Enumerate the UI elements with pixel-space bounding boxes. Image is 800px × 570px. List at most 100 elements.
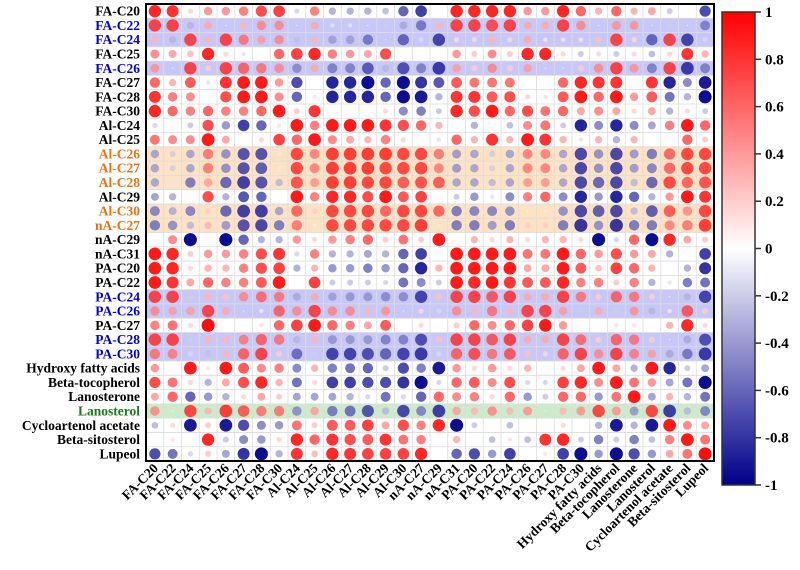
correlation-circle [238, 419, 250, 431]
correlation-circle [523, 64, 532, 73]
correlation-circle [592, 76, 605, 89]
correlation-circle [148, 290, 162, 303]
correlation-circle [309, 434, 320, 445]
correlation-circle [187, 250, 194, 257]
correlation-circle [557, 220, 569, 231]
correlation-circle [256, 405, 267, 417]
y-tick-label: Lanosterone [68, 389, 140, 404]
correlation-circle [592, 233, 606, 247]
correlation-circle [628, 263, 640, 274]
correlation-circle [167, 105, 178, 117]
correlation-circle [331, 110, 333, 112]
correlation-circle [380, 77, 391, 88]
correlation-circle [663, 418, 676, 432]
correlation-circle [152, 122, 158, 128]
correlation-circle [328, 235, 337, 244]
correlation-circle [166, 333, 179, 346]
correlation-circle [450, 261, 463, 275]
correlation-circle [648, 193, 656, 201]
correlation-circle [343, 119, 357, 132]
correlation-circle [385, 39, 387, 41]
correlation-circle [204, 378, 212, 387]
correlation-circle [506, 407, 514, 415]
correlation-circle [629, 377, 640, 388]
correlation-circle [420, 53, 422, 55]
correlation-circle [237, 204, 250, 218]
correlation-circle [490, 194, 495, 199]
correlation-circle [185, 391, 196, 402]
correlation-circle [487, 363, 497, 373]
correlation-circle [574, 147, 588, 161]
correlation-circle [312, 237, 318, 243]
correlation-circle [698, 447, 712, 461]
correlation-circle [148, 90, 161, 103]
correlation-circle [468, 261, 481, 275]
correlation-circle [681, 147, 694, 161]
correlation-circle [681, 33, 694, 46]
correlation-circle [432, 361, 446, 375]
correlation-circle [681, 176, 693, 189]
correlation-circle [343, 204, 357, 218]
y-tick-label: Al-C28 [99, 175, 140, 190]
correlation-circle [523, 264, 532, 273]
correlation-circle [542, 393, 549, 400]
correlation-circle [683, 235, 692, 244]
correlation-circle [416, 277, 426, 287]
correlation-circle [257, 435, 266, 444]
colorbar-tick-label: -1 [765, 478, 778, 494]
correlation-circle [471, 37, 477, 43]
correlation-circle [609, 447, 623, 461]
correlation-circle [149, 448, 161, 460]
correlation-circle [504, 91, 516, 103]
correlation-circle [504, 448, 516, 460]
correlation-circle [578, 137, 583, 142]
correlation-circle [415, 76, 428, 89]
correlation-circle [503, 276, 516, 289]
correlation-circle [418, 37, 424, 43]
correlation-circle [328, 35, 337, 44]
correlation-circle [450, 90, 463, 103]
correlation-circle [314, 81, 316, 84]
correlation-circle [613, 279, 620, 286]
correlation-circle [343, 176, 357, 189]
correlation-circle [525, 237, 531, 243]
correlation-circle [451, 306, 462, 316]
correlation-circle [274, 206, 284, 216]
correlation-circle [577, 436, 584, 443]
correlation-circle [150, 392, 159, 401]
correlation-circle [274, 63, 284, 74]
correlation-circle [309, 148, 320, 159]
correlation-circle [328, 292, 337, 302]
correlation-circle [290, 147, 304, 161]
correlation-circle [168, 207, 177, 216]
correlation-circle [684, 365, 691, 372]
correlation-circle [312, 379, 318, 386]
correlation-circle [418, 322, 424, 328]
correlation-circle [610, 248, 622, 260]
correlation-circle [380, 91, 391, 103]
correlation-circle [187, 8, 193, 14]
correlation-circle [646, 34, 658, 46]
correlation-circle [362, 362, 374, 374]
correlation-circle [221, 163, 231, 173]
correlation-circle [647, 121, 656, 130]
correlation-circle [309, 120, 320, 131]
correlation-circle [416, 63, 427, 74]
correlation-circle [629, 277, 639, 288]
correlation-circle [699, 333, 712, 346]
correlation-circle [487, 220, 497, 230]
correlation-circle [505, 163, 515, 173]
correlation-circle [273, 262, 285, 275]
correlation-circle [255, 90, 268, 104]
correlation-circle [167, 377, 178, 388]
correlation-circle [580, 324, 582, 326]
correlation-circle [187, 322, 193, 328]
correlation-circle [202, 148, 214, 160]
correlation-circle [506, 122, 514, 129]
correlation-circle [486, 305, 498, 317]
correlation-circle [645, 361, 659, 375]
correlation-circle [273, 133, 285, 146]
correlation-circle [664, 220, 675, 231]
correlation-circle [398, 277, 409, 288]
correlation-circle [507, 37, 513, 43]
